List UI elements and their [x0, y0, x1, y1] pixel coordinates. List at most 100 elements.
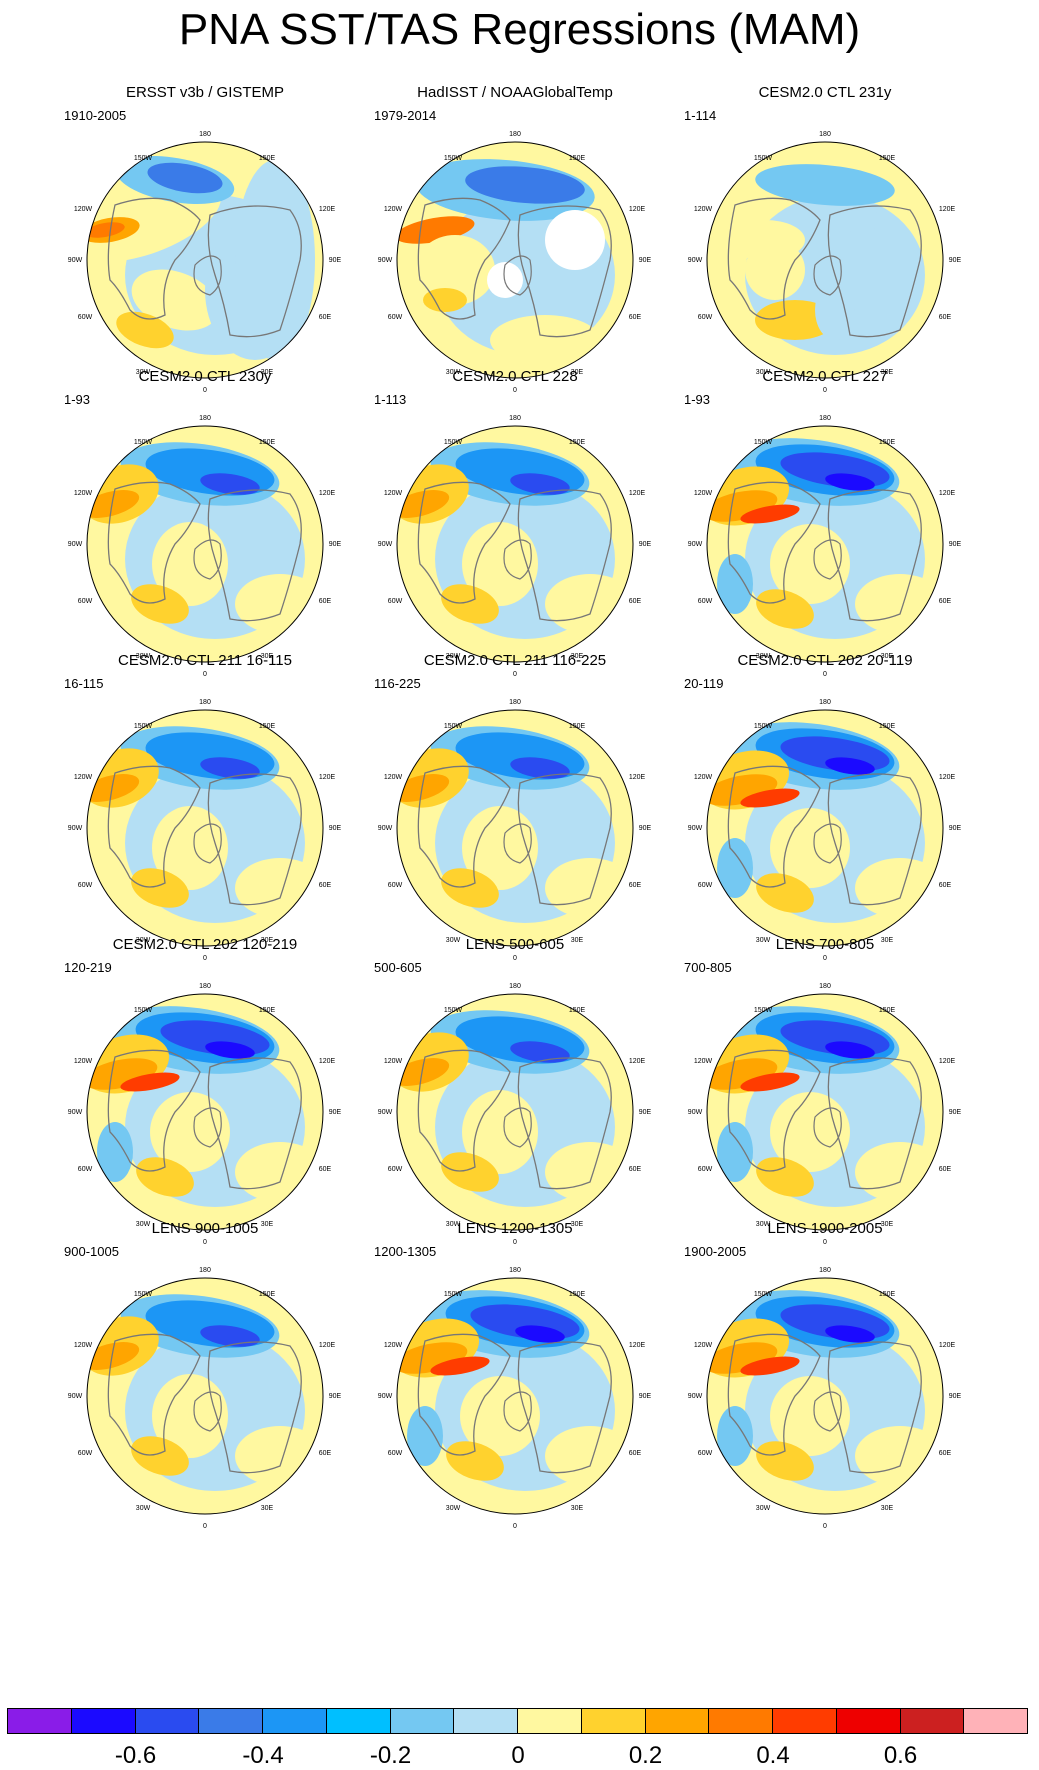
panel-title: ERSST v3b / GISTEMP	[125, 84, 285, 101]
anomaly-region	[441, 584, 499, 624]
panel-title: LENS 900-1005	[151, 1220, 259, 1237]
panel-title: CESM2.0 CTL 230y	[138, 368, 272, 385]
longitude-label: 30E	[881, 937, 894, 944]
longitude-label: 30E	[571, 937, 584, 944]
longitude-label: 30W	[136, 1221, 151, 1228]
greenland-outline	[813, 539, 842, 580]
longitude-label: 120E	[319, 206, 336, 213]
anomaly-region	[510, 1041, 570, 1063]
longitude-label: 30E	[881, 1221, 894, 1228]
map-panel: ERSST v3b / GISTEMP 1910-2005 180 150E 120E 9…	[50, 72, 360, 394]
anomaly-region	[200, 757, 260, 779]
anomaly-region	[717, 1406, 753, 1466]
anomaly-region	[510, 473, 570, 495]
longitude-label: 30E	[571, 369, 584, 376]
anomaly-region	[756, 589, 814, 629]
colorbar-swatch	[262, 1708, 327, 1734]
panel-title: CESM2.0 CTL 227	[762, 368, 888, 385]
longitude-label: 120W	[74, 774, 93, 781]
longitude-label: 60E	[939, 598, 952, 605]
longitude-label: 90E	[949, 1393, 962, 1400]
longitude-label: 150W	[134, 1291, 153, 1298]
longitude-label: 60W	[388, 882, 403, 889]
anomaly-region	[462, 1090, 538, 1174]
longitude-label: 120W	[694, 774, 713, 781]
longitude-label: 60E	[629, 882, 642, 889]
anomaly-region	[131, 868, 189, 908]
anomaly-region	[815, 280, 855, 340]
anomaly-region	[120, 1072, 180, 1092]
longitude-label: 60W	[388, 1450, 403, 1457]
longitude-label: 120E	[319, 1058, 336, 1065]
longitude-label: 150E	[259, 439, 276, 446]
anomaly-region	[855, 858, 943, 918]
longitude-label: 120E	[939, 206, 956, 213]
longitude-label: 150E	[569, 1291, 586, 1298]
longitude-label: 90W	[378, 1393, 393, 1400]
anomaly-region	[152, 522, 228, 606]
longitude-label: 150E	[879, 1291, 896, 1298]
longitude-label: 120W	[694, 1058, 713, 1065]
longitude-label: 90E	[329, 1109, 342, 1116]
longitude-label: 90E	[639, 1393, 652, 1400]
colorbar-tick-label: 0	[511, 1742, 525, 1769]
longitude-label: 0	[203, 387, 207, 394]
anomaly-region	[490, 315, 600, 365]
greenland-outline	[813, 255, 842, 296]
coastline	[107, 481, 302, 622]
panel-period: 1910-2005	[64, 108, 127, 123]
longitude-label: 150W	[754, 1007, 773, 1014]
longitude-label: 150W	[134, 723, 153, 730]
longitude-label: 60E	[629, 598, 642, 605]
greenland-outline	[813, 1391, 842, 1432]
longitude-label: 90E	[949, 1109, 962, 1116]
map-border	[706, 1277, 944, 1515]
anomaly-region	[825, 1041, 875, 1059]
longitude-label: 90W	[688, 825, 703, 832]
anomaly-region	[756, 1441, 814, 1481]
longitude-label: 90W	[688, 541, 703, 548]
anomaly-region	[510, 757, 570, 779]
panel-title: CESM2.0 CTL 211 16-115	[118, 652, 292, 669]
longitude-label: 90W	[688, 257, 703, 264]
anomaly-region	[423, 288, 467, 312]
longitude-label: 60W	[78, 1166, 93, 1173]
longitude-label: 60E	[939, 882, 952, 889]
longitude-label: 150E	[879, 155, 896, 162]
longitude-label: 30E	[261, 369, 274, 376]
greenland-outline	[503, 539, 532, 580]
colorbar-tick-label: 0.4	[756, 1742, 790, 1769]
anomaly-region	[131, 1436, 189, 1476]
anomaly-region	[740, 1072, 800, 1092]
longitude-label: 150E	[569, 1007, 586, 1014]
anomaly-region	[717, 1122, 753, 1182]
greenland-outline	[193, 1107, 222, 1148]
map-border	[396, 141, 634, 379]
anomaly-region	[200, 1325, 260, 1347]
polar-map: 180 150E 120E 90E 60E 30E 0 30W 60W 90W 120W 150W	[68, 415, 342, 678]
coastline	[417, 1049, 612, 1190]
anomaly-region	[97, 1122, 133, 1182]
panel-title: CESM2.0 CTL 202 20-119	[737, 652, 913, 669]
map-border	[86, 425, 324, 663]
longitude-label: 30W	[756, 1221, 771, 1228]
colorbar-swatch	[453, 1708, 518, 1734]
map-panel: HadISST / NOAAGlobalTemp 1979-2014 180 150E…	[360, 72, 670, 394]
longitude-label: 120E	[629, 1058, 646, 1065]
coastline	[417, 481, 612, 622]
longitude-label: 0	[203, 671, 207, 678]
coastline	[107, 1049, 302, 1190]
longitude-label: 150E	[569, 723, 586, 730]
longitude-label: 180	[819, 699, 831, 706]
panel-period: 1-113	[374, 392, 407, 407]
colorbar-swatch	[198, 1708, 263, 1734]
longitude-label: 150E	[569, 155, 586, 162]
colorbar-swatch	[7, 1708, 72, 1734]
anomaly-region	[235, 160, 315, 360]
map-border	[706, 141, 944, 379]
longitude-label: 60W	[78, 598, 93, 605]
longitude-label: 0	[513, 955, 517, 962]
colorbar	[7, 1708, 1028, 1734]
anomaly-region	[460, 1376, 540, 1456]
longitude-label: 30E	[881, 1505, 894, 1512]
